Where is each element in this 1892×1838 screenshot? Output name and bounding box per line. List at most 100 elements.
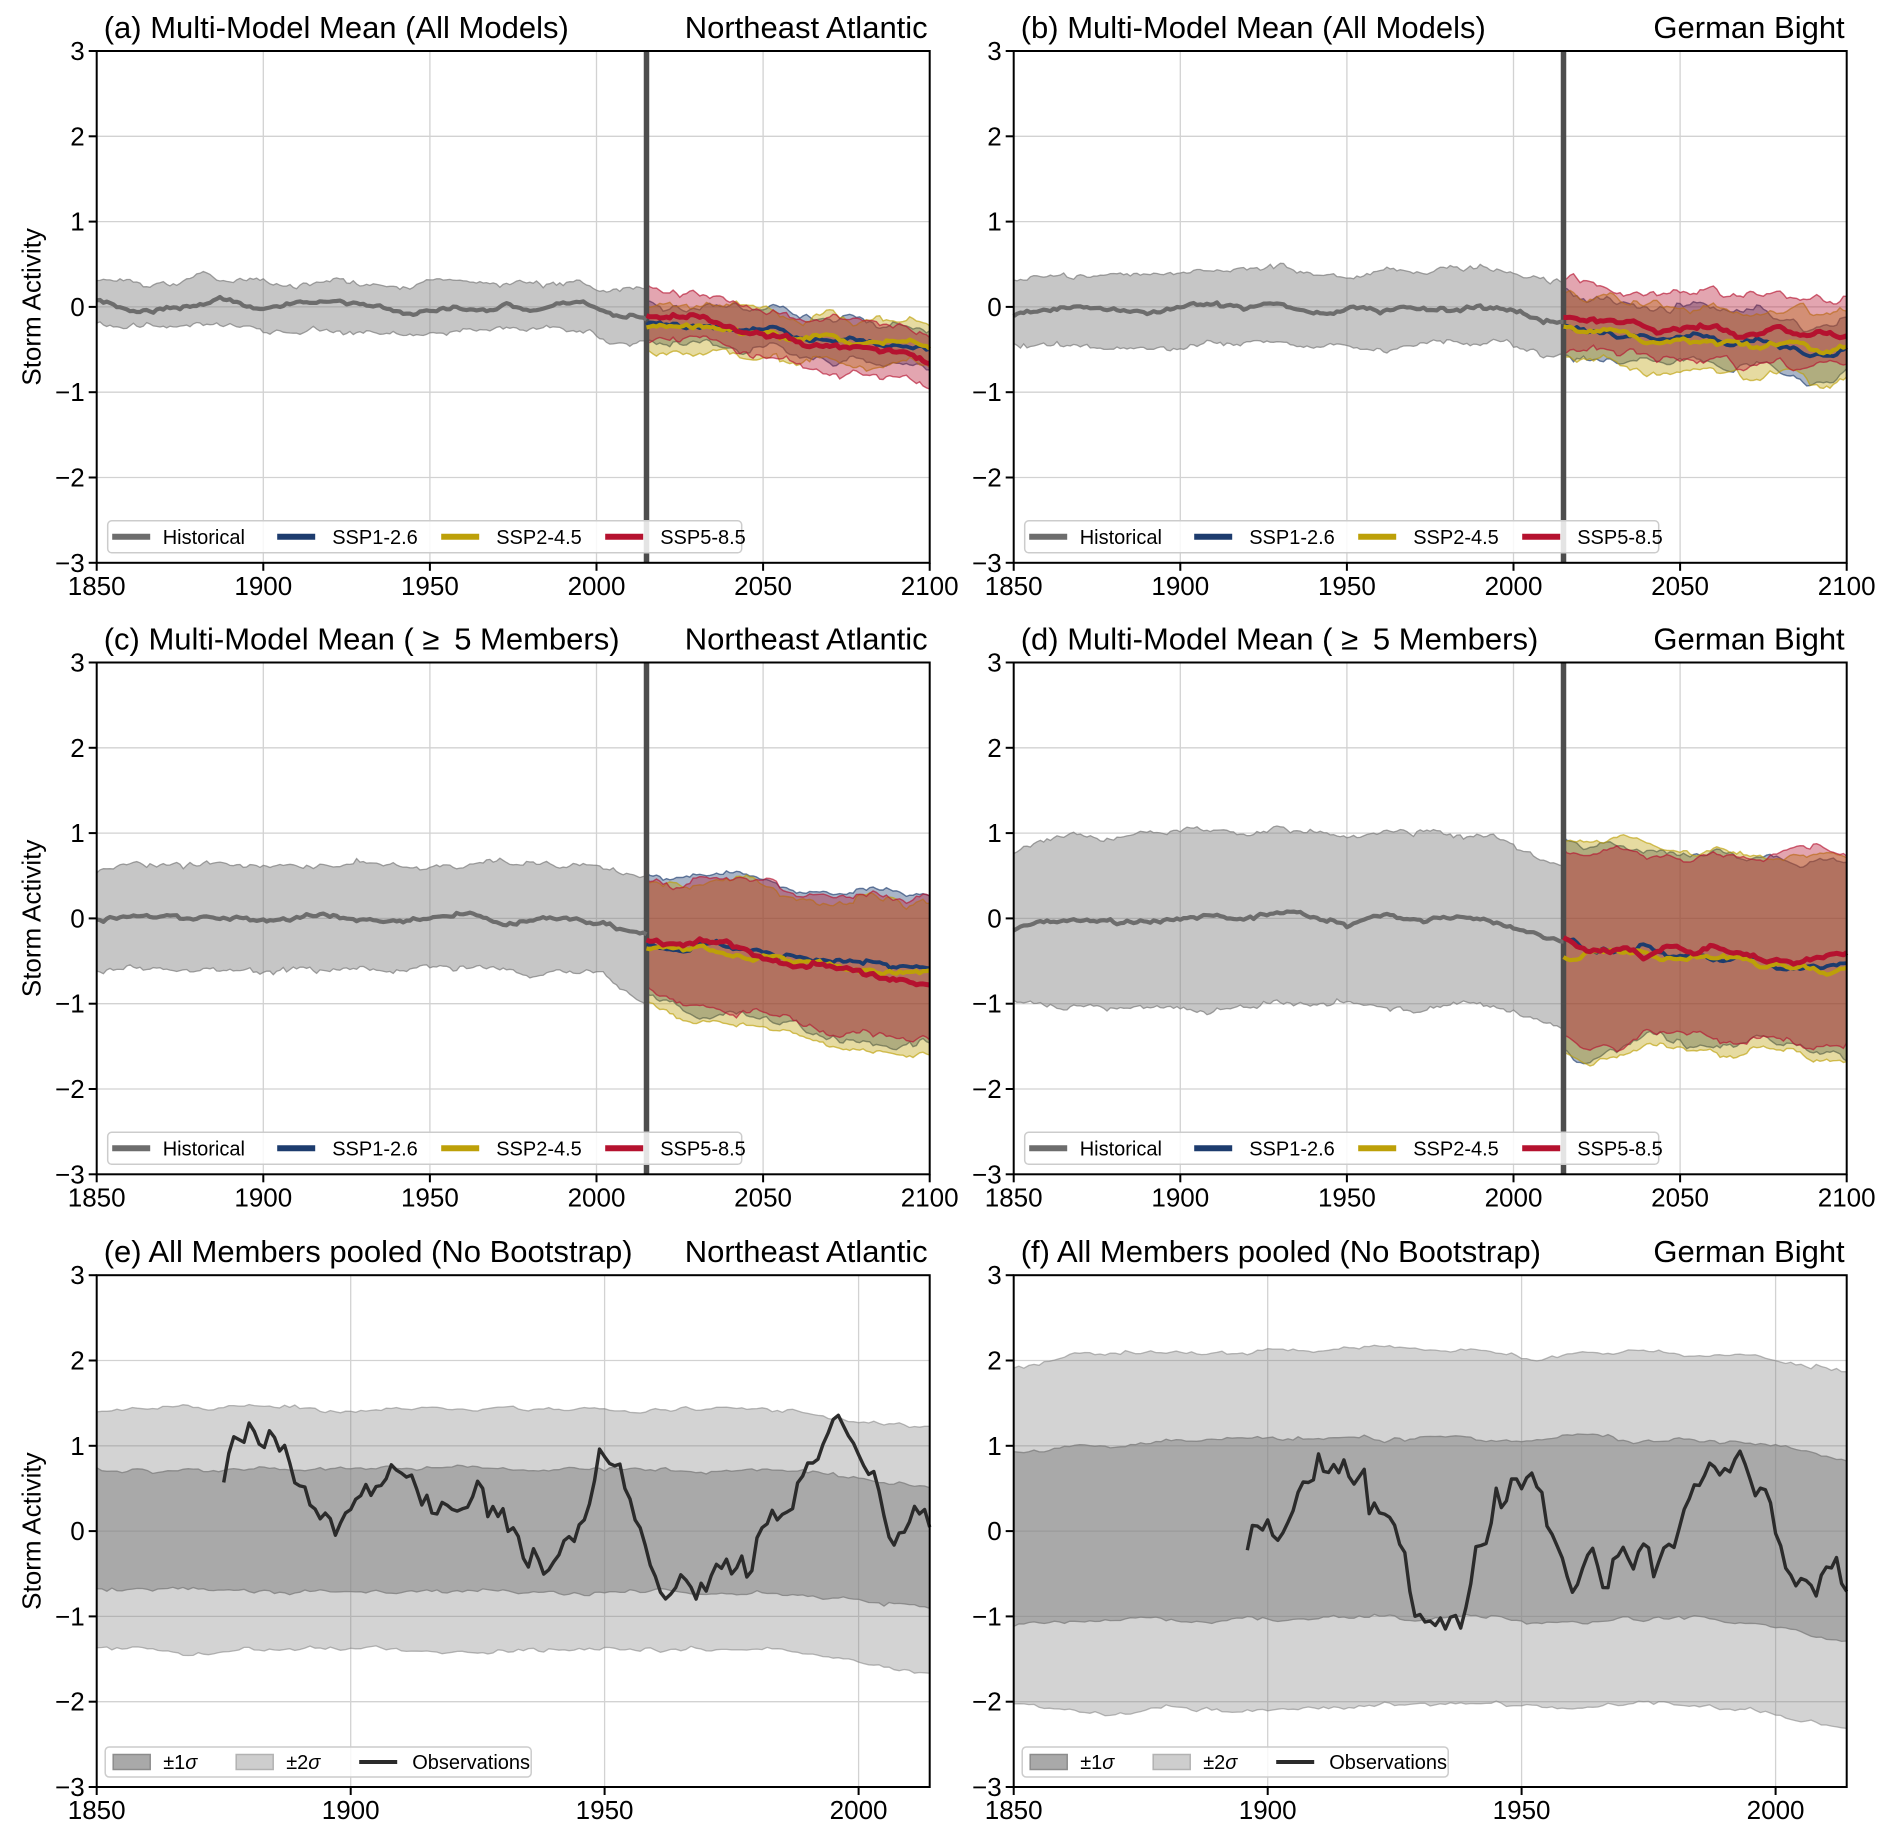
svg-text:−1: −1 bbox=[55, 1601, 85, 1631]
svg-text:3: 3 bbox=[70, 648, 84, 678]
svg-text:Northeast Atlantic: Northeast Atlantic bbox=[685, 1234, 928, 1269]
svg-text:−2: −2 bbox=[972, 1074, 1002, 1104]
svg-text:SSP5-8.5: SSP5-8.5 bbox=[660, 527, 746, 549]
svg-text:−3: −3 bbox=[972, 1772, 1002, 1802]
svg-text:0: 0 bbox=[70, 292, 84, 322]
svg-text:(f) All Members pooled (No Boo: (f) All Members pooled (No Bootstrap) bbox=[1021, 1234, 1541, 1269]
svg-text:Observations: Observations bbox=[1329, 1752, 1447, 1774]
svg-text:2050: 2050 bbox=[734, 571, 792, 601]
svg-text:2100: 2100 bbox=[1818, 1182, 1876, 1212]
svg-text:1850: 1850 bbox=[985, 1182, 1043, 1212]
svg-text:1950: 1950 bbox=[576, 1795, 634, 1825]
svg-text:−2: −2 bbox=[55, 1074, 85, 1104]
svg-text:−3: −3 bbox=[55, 548, 85, 578]
svg-text:(d) Multi-Model Mean ( ≥ 5 Me: (d) Multi-Model Mean ( ≥ 5 Members) bbox=[1021, 622, 1539, 657]
svg-text:SSP2-4.5: SSP2-4.5 bbox=[1413, 1138, 1499, 1160]
svg-text:1900: 1900 bbox=[1151, 571, 1209, 601]
svg-text:−1: −1 bbox=[972, 989, 1002, 1019]
svg-text:Storm Activity: Storm Activity bbox=[17, 1452, 47, 1609]
svg-text:Storm Activity: Storm Activity bbox=[17, 840, 47, 997]
svg-text:German Bight: German Bight bbox=[1653, 1234, 1845, 1269]
svg-text:SSP1-2.6: SSP1-2.6 bbox=[1249, 527, 1335, 549]
svg-text:1950: 1950 bbox=[1318, 1182, 1376, 1212]
svg-text:1950: 1950 bbox=[1318, 571, 1376, 601]
svg-text:−2: −2 bbox=[55, 463, 85, 493]
svg-text:−1: −1 bbox=[972, 377, 1002, 407]
svg-text:1: 1 bbox=[987, 207, 1001, 237]
svg-text:2000: 2000 bbox=[568, 571, 626, 601]
svg-text:3: 3 bbox=[70, 36, 84, 66]
svg-text:German Bight: German Bight bbox=[1653, 10, 1845, 45]
svg-text:SSP1-2.6: SSP1-2.6 bbox=[332, 1138, 418, 1160]
svg-text:−3: −3 bbox=[55, 1772, 85, 1802]
svg-text:1900: 1900 bbox=[1151, 1182, 1209, 1212]
svg-text:Historical: Historical bbox=[1080, 1138, 1162, 1160]
svg-text:1: 1 bbox=[987, 818, 1001, 848]
svg-text:1950: 1950 bbox=[401, 1182, 459, 1212]
svg-text:±2σ: ±2σ bbox=[286, 1752, 321, 1774]
svg-text:Storm Activity: Storm Activity bbox=[17, 228, 47, 385]
svg-text:0: 0 bbox=[987, 292, 1001, 322]
svg-text:SSP1-2.6: SSP1-2.6 bbox=[1249, 1138, 1335, 1160]
svg-text:1950: 1950 bbox=[401, 571, 459, 601]
svg-text:−3: −3 bbox=[972, 1159, 1002, 1189]
svg-text:2000: 2000 bbox=[1747, 1795, 1805, 1825]
svg-text:−2: −2 bbox=[55, 1687, 85, 1717]
svg-text:2: 2 bbox=[70, 121, 84, 151]
svg-text:2: 2 bbox=[70, 733, 84, 763]
svg-text:2: 2 bbox=[987, 1346, 1001, 1376]
svg-text:0: 0 bbox=[70, 903, 84, 933]
svg-text:1850: 1850 bbox=[985, 571, 1043, 601]
svg-text:(b) Multi-Model Mean (All Mode: (b) Multi-Model Mean (All Models) bbox=[1021, 10, 1486, 45]
svg-text:2050: 2050 bbox=[1651, 1182, 1709, 1212]
svg-text:1: 1 bbox=[70, 818, 84, 848]
svg-text:2: 2 bbox=[987, 121, 1001, 151]
svg-text:2050: 2050 bbox=[734, 1182, 792, 1212]
svg-text:Northeast Atlantic: Northeast Atlantic bbox=[685, 10, 928, 45]
svg-text:0: 0 bbox=[987, 1516, 1001, 1546]
svg-text:−2: −2 bbox=[972, 1687, 1002, 1717]
svg-text:1: 1 bbox=[987, 1431, 1001, 1461]
svg-text:−2: −2 bbox=[972, 463, 1002, 493]
svg-text:Observations: Observations bbox=[412, 1752, 530, 1774]
svg-text:(a) Multi-Model Mean (All Mode: (a) Multi-Model Mean (All Models) bbox=[104, 10, 569, 45]
svg-text:1900: 1900 bbox=[1239, 1795, 1297, 1825]
svg-text:SSP5-8.5: SSP5-8.5 bbox=[1577, 1138, 1663, 1160]
svg-text:−1: −1 bbox=[55, 989, 85, 1019]
svg-text:2100: 2100 bbox=[901, 571, 959, 601]
svg-text:−1: −1 bbox=[55, 377, 85, 407]
svg-text:2100: 2100 bbox=[1818, 571, 1876, 601]
svg-text:Historical: Historical bbox=[163, 1138, 245, 1160]
svg-text:2: 2 bbox=[70, 1346, 84, 1376]
svg-text:2000: 2000 bbox=[1485, 1182, 1543, 1212]
svg-text:1850: 1850 bbox=[68, 1182, 126, 1212]
svg-text:1900: 1900 bbox=[234, 571, 292, 601]
svg-text:−3: −3 bbox=[972, 548, 1002, 578]
svg-text:SSP5-8.5: SSP5-8.5 bbox=[1577, 527, 1663, 549]
svg-text:(e) All Members pooled (No Boo: (e) All Members pooled (No Bootstrap) bbox=[104, 1234, 633, 1269]
svg-text:1850: 1850 bbox=[68, 1795, 126, 1825]
svg-text:2050: 2050 bbox=[1651, 571, 1709, 601]
svg-text:1950: 1950 bbox=[1493, 1795, 1551, 1825]
svg-text:3: 3 bbox=[987, 648, 1001, 678]
svg-text:3: 3 bbox=[70, 1260, 84, 1290]
svg-text:2000: 2000 bbox=[1485, 571, 1543, 601]
svg-text:±1σ: ±1σ bbox=[1080, 1752, 1115, 1774]
svg-text:1850: 1850 bbox=[68, 571, 126, 601]
svg-text:−1: −1 bbox=[972, 1601, 1002, 1631]
svg-text:0: 0 bbox=[987, 903, 1001, 933]
svg-text:SSP1-2.6: SSP1-2.6 bbox=[332, 527, 418, 549]
svg-text:Historical: Historical bbox=[1080, 527, 1162, 549]
svg-text:1900: 1900 bbox=[322, 1795, 380, 1825]
svg-text:2100: 2100 bbox=[901, 1182, 959, 1212]
svg-text:SSP2-4.5: SSP2-4.5 bbox=[1413, 527, 1499, 549]
svg-text:2000: 2000 bbox=[830, 1795, 888, 1825]
svg-text:2: 2 bbox=[987, 733, 1001, 763]
svg-text:SSP2-4.5: SSP2-4.5 bbox=[496, 1138, 582, 1160]
svg-text:1850: 1850 bbox=[985, 1795, 1043, 1825]
svg-text:±1σ: ±1σ bbox=[163, 1752, 198, 1774]
svg-text:±2σ: ±2σ bbox=[1203, 1752, 1238, 1774]
svg-text:Northeast Atlantic: Northeast Atlantic bbox=[685, 622, 928, 657]
svg-text:1900: 1900 bbox=[234, 1182, 292, 1212]
svg-text:1: 1 bbox=[70, 207, 84, 237]
